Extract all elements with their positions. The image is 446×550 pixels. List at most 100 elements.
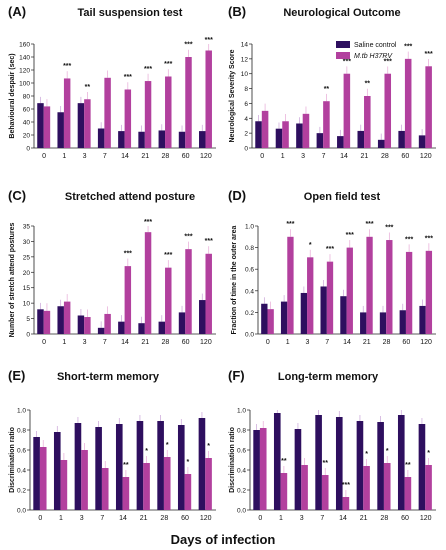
bar-saline-control <box>377 139 385 148</box>
x-tick-label: 28 <box>381 153 389 160</box>
bar-saline-control <box>300 292 308 334</box>
panel-label: (E) <box>8 368 25 383</box>
bar-mtb-h37rv <box>144 232 152 334</box>
y-tick-label: 0.2 <box>245 310 254 317</box>
x-tick-label: 21 <box>360 515 368 522</box>
y-tick-label: 0.6 <box>245 267 254 274</box>
bar-mtb-h37rv <box>104 313 111 334</box>
x-tick-label: 14 <box>343 339 351 346</box>
y-tick-label: 2 <box>244 131 248 138</box>
bar-mtb-h37rv <box>124 89 132 148</box>
bar-saline-control <box>340 296 347 334</box>
y-tick-label: 20 <box>23 270 31 277</box>
bar-mtb-h37rv <box>63 78 71 148</box>
panel-title: Long-term memory <box>278 371 379 383</box>
y-tick-label: 80 <box>23 94 31 101</box>
y-tick-label: 0.6 <box>237 448 246 455</box>
x-tick-label: 0 <box>42 153 46 160</box>
significance-marker: *** <box>365 221 373 228</box>
x-tick-label: 60 <box>401 515 409 522</box>
bar-saline-control <box>377 422 384 510</box>
bar-mtb-h37rv <box>39 447 47 510</box>
bar-saline-control <box>53 432 61 510</box>
panel-label: (C) <box>8 188 26 203</box>
bar-saline-control <box>316 133 324 148</box>
bar-saline-control <box>178 312 186 334</box>
y-tick-label: 0 <box>26 146 30 153</box>
bar-mtb-h37rv <box>84 99 91 148</box>
x-tick-label: 14 <box>121 153 129 160</box>
y-tick-label: 1.0 <box>17 408 26 415</box>
bar-mtb-h37rv <box>343 73 351 148</box>
significance-marker: ** <box>324 86 330 93</box>
bar-saline-control <box>335 417 343 510</box>
x-tick-label: 60 <box>182 339 190 346</box>
bar-saline-control <box>253 430 260 510</box>
bar-saline-control <box>158 321 166 334</box>
x-tick-label: 7 <box>100 515 104 522</box>
bar-mtb-h37rv <box>307 257 314 334</box>
bar-saline-control <box>399 310 406 334</box>
y-axis-label: Discrimination ratio <box>229 427 236 493</box>
bar-saline-control <box>418 424 426 510</box>
significance-marker: *** <box>124 74 132 81</box>
x-tick-label: 60 <box>181 515 189 522</box>
x-tick-label: 14 <box>121 339 129 346</box>
bar-saline-control <box>198 418 206 510</box>
bar-mtb-h37rv <box>404 477 412 510</box>
y-tick-label: 10 <box>241 71 249 78</box>
bar-saline-control <box>280 301 288 334</box>
bar-mtb-h37rv <box>425 465 432 510</box>
panel-label: (A) <box>8 4 26 19</box>
y-tick-label: 0.6 <box>17 448 26 455</box>
y-tick-label: 15 <box>23 285 31 292</box>
significance-marker: * <box>166 442 169 449</box>
bar-saline-control <box>261 303 268 334</box>
x-tick-label: 0 <box>38 515 42 522</box>
bar-mtb-h37rv <box>185 57 192 148</box>
y-tick-label: 10 <box>23 301 31 308</box>
significance-marker: *** <box>425 51 433 58</box>
y-tick-label: 140 <box>19 55 30 62</box>
x-tick-label: 28 <box>162 339 170 346</box>
bar-saline-control <box>118 131 125 148</box>
x-tick-label: 28 <box>380 515 388 522</box>
x-tick-label: 1 <box>62 339 66 346</box>
y-tick-label: 0.0 <box>17 508 26 515</box>
bar-mtb-h37rv <box>84 317 91 334</box>
x-tick-label: 120 <box>420 339 432 346</box>
legend-label: M.tb H37RV <box>354 53 393 60</box>
y-tick-label: 0.4 <box>237 468 246 475</box>
significance-marker: ** <box>365 81 371 88</box>
y-tick-label: 14 <box>241 42 249 49</box>
x-tick-label: 7 <box>322 153 326 160</box>
y-tick-label: 0.2 <box>237 488 246 495</box>
bar-saline-control <box>157 421 164 510</box>
bar-mtb-h37rv <box>184 474 192 510</box>
bar-mtb-h37rv <box>259 428 267 510</box>
bar-mtb-h37rv <box>63 301 71 334</box>
y-tick-label: 0.8 <box>17 428 26 435</box>
y-tick-label: 100 <box>19 81 30 88</box>
bar-saline-control <box>138 323 145 334</box>
y-tick-label: 0.0 <box>245 332 254 339</box>
x-tick-label: 7 <box>103 153 107 160</box>
bar-saline-control <box>37 309 44 334</box>
x-tick-label: 60 <box>401 153 409 160</box>
bar-saline-control <box>418 135 426 148</box>
bar-saline-control <box>57 112 64 148</box>
x-tick-label: 3 <box>300 515 304 522</box>
x-tick-label: 3 <box>301 153 305 160</box>
bar-mtb-h37rv <box>301 465 308 510</box>
bar-mtb-h37rv <box>384 73 392 148</box>
y-tick-label: 25 <box>23 254 31 261</box>
x-tick-label: 0 <box>260 153 264 160</box>
panel-title: Neurological Outcome <box>283 7 400 19</box>
bar-saline-control <box>294 429 302 510</box>
y-tick-label: 8 <box>244 86 248 93</box>
x-tick-label: 120 <box>200 153 212 160</box>
x-tick-label: 0 <box>42 339 46 346</box>
legend-swatch <box>336 52 350 59</box>
y-axis-label: Neurological Severity Score <box>229 49 236 142</box>
